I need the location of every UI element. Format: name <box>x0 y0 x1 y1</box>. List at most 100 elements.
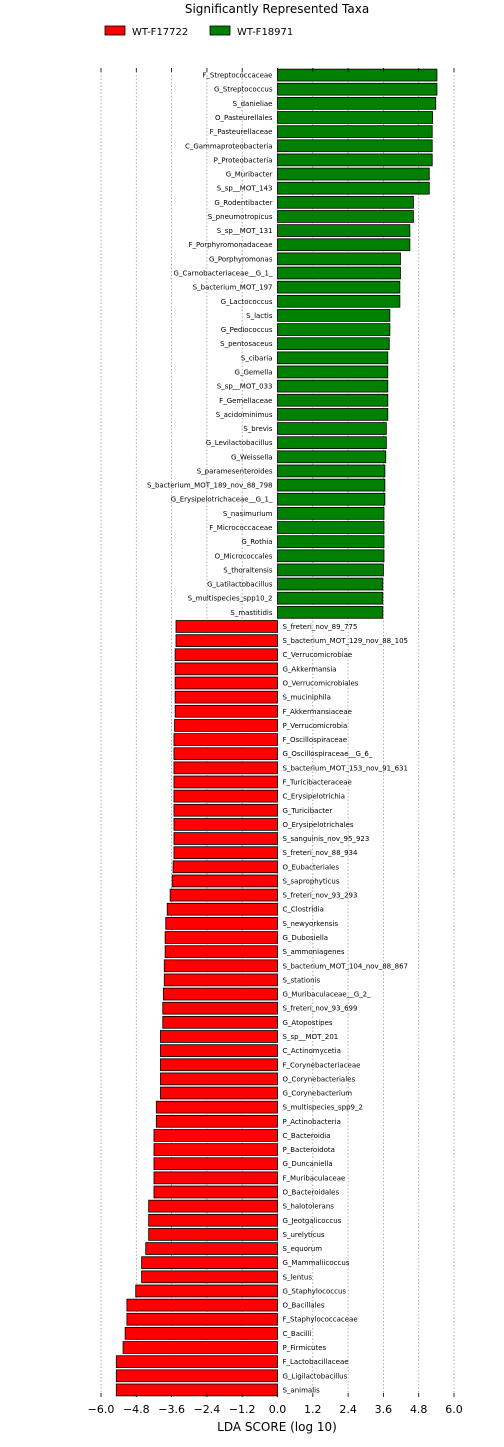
bar-label: C_Verrucomicrobiae <box>283 651 353 659</box>
x-tick-label: 3.6 <box>375 1403 393 1416</box>
bar-label: P_Proteobacteria <box>214 156 273 164</box>
bar <box>174 662 278 676</box>
bar <box>141 1256 278 1270</box>
bar <box>173 775 278 789</box>
bar <box>173 846 278 860</box>
bar <box>164 931 278 944</box>
bar <box>172 860 278 874</box>
bar <box>148 1213 278 1227</box>
bar <box>160 1058 278 1072</box>
bar-label: C_Clostridia <box>283 906 324 914</box>
bar-label: S_halotolerans <box>283 1203 335 1211</box>
bar-label: P_Firmicutes <box>283 1344 327 1352</box>
bar <box>277 492 386 506</box>
bar <box>175 634 278 647</box>
bar-label: G_Latilactobacillus <box>207 581 273 589</box>
bar <box>277 111 433 124</box>
bar-label: G_Rothia <box>241 538 272 546</box>
bar-label: S_lentus <box>283 1273 313 1281</box>
x-tick-label: 6.0 <box>445 1403 463 1416</box>
bar <box>277 408 389 421</box>
bar <box>277 577 384 591</box>
legend-label-red: WT-F17722 <box>132 27 188 38</box>
bar <box>148 1228 278 1241</box>
bar <box>115 1369 278 1383</box>
bar-label: F_Turicibacteraceae <box>283 778 352 786</box>
bar <box>162 987 278 1001</box>
bar-label: C_Actinomycetia <box>283 1047 341 1055</box>
bar-label: S_mastitidis <box>230 609 272 617</box>
bar <box>162 1015 278 1029</box>
bar <box>277 464 386 478</box>
bar <box>277 224 411 237</box>
bar <box>277 68 438 82</box>
bar-label: S_pneumotropicus <box>208 213 273 221</box>
bar <box>277 280 401 294</box>
bar-label: S_urelyticus <box>283 1231 325 1239</box>
bar <box>122 1341 278 1354</box>
bar <box>277 97 437 110</box>
bar-label: S_lactis <box>246 312 273 320</box>
legend-label-green: WT-F18971 <box>237 27 293 38</box>
bar <box>277 323 391 336</box>
bar-label: G_Weissella <box>231 453 272 461</box>
bar-label: S_thoraltensis <box>223 566 273 574</box>
bar <box>277 521 385 534</box>
bar-label: S_cibaria <box>241 354 273 362</box>
bar-label: S_freteri_nov_93_699 <box>283 1005 358 1013</box>
bar <box>160 1072 278 1086</box>
bar <box>277 365 389 379</box>
bar <box>173 818 278 831</box>
bar-label: S_saprophyticus <box>283 877 340 885</box>
bar <box>277 591 384 605</box>
legend-swatch-green <box>209 25 231 36</box>
bar <box>277 450 387 464</box>
bar <box>153 1171 278 1185</box>
bar-label: S_freteri_nov_89_775 <box>283 623 358 631</box>
bar <box>277 337 390 351</box>
bar-label: F_Lactobacillaceae <box>283 1358 349 1366</box>
bar <box>174 719 278 732</box>
bar <box>160 1030 278 1043</box>
bar-label: G_Duncaniella <box>283 1160 333 1168</box>
bar-label: G_Atopostipes <box>283 1019 333 1027</box>
bar-label: F_Oscillospiraceae <box>283 736 348 744</box>
bar <box>173 761 278 775</box>
x-tick-label: −3.6 <box>158 1403 185 1416</box>
bar-label: G_Staphylococcus <box>283 1287 347 1295</box>
bar <box>277 605 384 619</box>
legend-swatch-red <box>104 25 126 36</box>
bar-label: G_Carnobacteriaceae__G_1_ <box>174 270 273 278</box>
bar <box>277 252 401 266</box>
x-tick-label: −4.8 <box>123 1403 150 1416</box>
bar-label: S_sanguinis_nov_95_923 <box>283 835 370 843</box>
bar-label: G_Mammaliicoccus <box>283 1259 350 1267</box>
bar-label: S_sp__MOT_143 <box>217 185 273 193</box>
bar-label: G_Muribacter <box>226 171 273 179</box>
bar <box>174 704 278 718</box>
bar-label: G_Rodentibacter <box>214 199 272 207</box>
bar-label: O_Erysipelotrichales <box>283 821 354 829</box>
bar-label: O_Eubacteriales <box>283 863 340 871</box>
x-axis: −6.0 −4.8 −3.6 −2.4 −1.2 0.0 1.2 2.4 3.6 4.8 6.0 <box>88 68 463 1416</box>
bar-label: F_Streptococcaceae <box>202 72 272 80</box>
bar <box>171 874 278 888</box>
x-tick-label: −2.4 <box>194 1403 221 1416</box>
bar <box>277 125 433 138</box>
bar <box>124 1327 278 1340</box>
bar-label: S_freteri_nov_88_934 <box>283 849 358 857</box>
bar-label: S_multispecies_spp9_2 <box>283 1104 363 1112</box>
bar-label: F_Pasteurellaceae <box>210 128 273 136</box>
bar-label: S_multispecies_spp10_2 <box>188 595 273 603</box>
bar <box>153 1157 278 1171</box>
bar <box>277 549 385 563</box>
bar-label: S_danieliae <box>233 100 273 108</box>
bar <box>277 238 411 252</box>
x-axis-label: LDA SCORE (log 10) <box>217 1420 337 1434</box>
bar <box>155 1100 278 1114</box>
bar <box>277 195 414 209</box>
bar-label: F_Porphyromonadaceae <box>189 241 273 249</box>
bar-label: S_newyorkensis <box>283 920 339 928</box>
bar-label: S_bacterium_MOT_197 <box>193 284 273 292</box>
bar <box>277 309 391 322</box>
